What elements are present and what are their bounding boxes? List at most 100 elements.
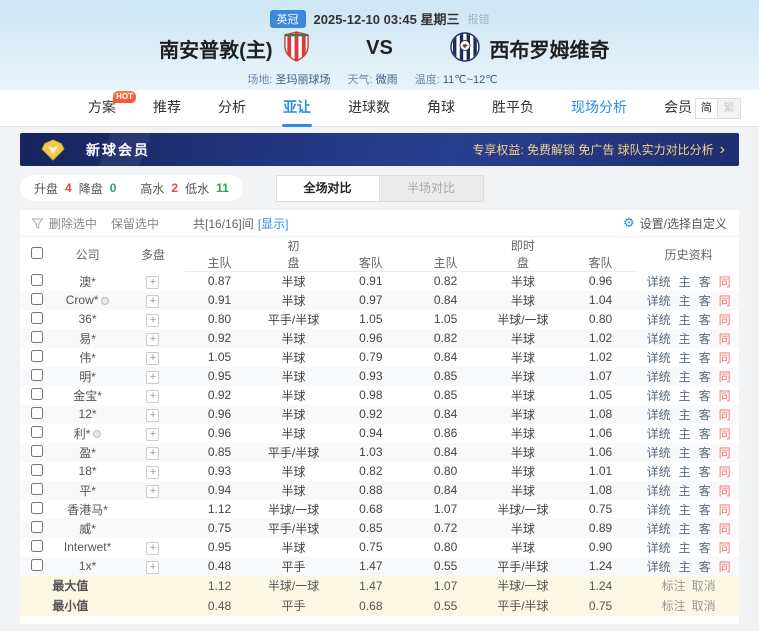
history-link[interactable]: 同 xyxy=(718,350,731,365)
history-link[interactable]: 主 xyxy=(678,502,691,517)
history-link[interactable]: 客 xyxy=(698,502,711,517)
row-checkbox[interactable] xyxy=(31,311,44,324)
history-link[interactable]: 同 xyxy=(718,331,731,346)
company-name[interactable]: 伟* xyxy=(79,350,96,365)
history-link[interactable]: 客 xyxy=(698,426,711,441)
company-name[interactable]: 利* xyxy=(73,426,91,441)
history-link[interactable]: 详统 xyxy=(646,540,671,555)
history-link[interactable]: 详统 xyxy=(646,407,671,422)
history-link[interactable]: 主 xyxy=(678,540,691,555)
customize-settings-button[interactable]: ⚙ 设置/选择自定义 xyxy=(623,215,727,232)
row-checkbox[interactable] xyxy=(31,330,44,343)
history-link[interactable]: 同 xyxy=(718,407,731,422)
history-link[interactable]: 同 xyxy=(718,464,731,479)
company-name[interactable]: 澳* xyxy=(79,274,96,289)
nav-item-analysis[interactable]: 分析 xyxy=(218,98,246,115)
company-name[interactable]: 威* xyxy=(79,521,96,536)
history-link[interactable]: 详统 xyxy=(646,502,671,517)
company-name[interactable]: 12* xyxy=(78,407,97,421)
expand-multi-odds-button[interactable]: + xyxy=(146,446,160,460)
history-link[interactable]: 同 xyxy=(718,426,731,441)
history-link[interactable]: 同 xyxy=(718,483,731,498)
history-link[interactable]: 详统 xyxy=(646,426,671,441)
company-name[interactable]: 36* xyxy=(78,312,97,326)
history-link[interactable]: 标注 xyxy=(661,599,686,613)
expand-multi-odds-button[interactable]: + xyxy=(146,560,160,574)
history-link[interactable]: 同 xyxy=(718,274,731,289)
company-name[interactable]: Interwet* xyxy=(63,540,112,554)
expand-multi-odds-button[interactable]: + xyxy=(146,484,160,498)
history-link[interactable]: 详统 xyxy=(646,312,671,327)
show-link[interactable]: [显示] xyxy=(257,216,289,231)
history-link[interactable]: 客 xyxy=(698,312,711,327)
nav-item-live-analysis[interactable]: 现场分析 xyxy=(571,98,627,115)
lang-traditional-button[interactable]: 繁 xyxy=(718,98,741,119)
history-link[interactable]: 主 xyxy=(678,464,691,479)
company-name[interactable]: 1x* xyxy=(78,559,97,573)
nav-item-membership[interactable]: 会员 xyxy=(664,98,692,115)
company-name[interactable]: 香港马* xyxy=(67,502,108,517)
chevron-right-icon[interactable]: › xyxy=(719,140,725,158)
delete-selected-button[interactable]: 删除选中 xyxy=(49,216,98,231)
history-link[interactable]: 主 xyxy=(678,350,691,365)
row-checkbox[interactable] xyxy=(31,387,44,400)
history-link[interactable]: 客 xyxy=(698,388,711,403)
expand-multi-odds-button[interactable]: + xyxy=(146,541,160,555)
select-all-checkbox[interactable] xyxy=(31,246,44,259)
expand-multi-odds-button[interactable]: + xyxy=(146,465,160,479)
row-checkbox[interactable] xyxy=(31,444,44,457)
row-checkbox[interactable] xyxy=(31,482,44,495)
history-link[interactable]: 同 xyxy=(718,388,731,403)
row-checkbox[interactable] xyxy=(31,273,44,286)
row-checkbox[interactable] xyxy=(31,406,44,419)
row-checkbox[interactable] xyxy=(31,425,44,438)
history-link[interactable]: 同 xyxy=(718,559,731,574)
row-checkbox[interactable] xyxy=(31,520,44,533)
history-link[interactable]: 详统 xyxy=(646,274,671,289)
history-link[interactable]: 同 xyxy=(718,502,731,517)
history-link[interactable]: 标注 xyxy=(661,579,686,593)
history-link[interactable]: 客 xyxy=(698,293,711,308)
history-link[interactable]: 详统 xyxy=(646,331,671,346)
row-checkbox[interactable] xyxy=(31,292,44,305)
history-link[interactable]: 客 xyxy=(698,559,711,574)
keep-selected-button[interactable]: 保留选中 xyxy=(111,216,160,231)
nav-item-1x2[interactable]: 胜平负 xyxy=(492,98,534,115)
history-link[interactable]: 客 xyxy=(698,445,711,460)
history-link[interactable]: 主 xyxy=(678,483,691,498)
nav-item-goals[interactable]: 进球数 xyxy=(348,98,390,115)
history-link[interactable]: 取消 xyxy=(691,599,716,613)
history-link[interactable]: 客 xyxy=(698,483,711,498)
history-link[interactable]: 主 xyxy=(678,369,691,384)
history-link[interactable]: 客 xyxy=(698,521,711,536)
history-link[interactable]: 主 xyxy=(678,559,691,574)
history-link[interactable]: 主 xyxy=(678,445,691,460)
row-checkbox[interactable] xyxy=(31,368,44,381)
history-link[interactable]: 取消 xyxy=(691,579,716,593)
row-checkbox[interactable] xyxy=(31,463,44,476)
row-checkbox[interactable] xyxy=(31,349,44,362)
history-link[interactable]: 详统 xyxy=(646,350,671,365)
expand-multi-odds-button[interactable]: + xyxy=(146,313,160,327)
company-name[interactable]: Crow* xyxy=(65,293,99,307)
expand-multi-odds-button[interactable]: + xyxy=(146,427,160,441)
history-link[interactable]: 同 xyxy=(718,445,731,460)
history-link[interactable]: 主 xyxy=(678,407,691,422)
history-link[interactable]: 主 xyxy=(678,388,691,403)
tab-full-match[interactable]: 全场对比 xyxy=(275,174,380,202)
history-link[interactable]: 客 xyxy=(698,464,711,479)
nav-item-asian-handicap[interactable]: 亚让 xyxy=(283,90,311,127)
history-link[interactable]: 详统 xyxy=(646,293,671,308)
history-link[interactable]: 详统 xyxy=(646,388,671,403)
company-name[interactable]: 盈* xyxy=(79,445,96,460)
history-link[interactable]: 客 xyxy=(698,331,711,346)
history-link[interactable]: 客 xyxy=(698,274,711,289)
nav-item-recommend[interactable]: 推荐 xyxy=(153,98,181,115)
history-link[interactable]: 主 xyxy=(678,521,691,536)
league-badge[interactable]: 英冠 xyxy=(269,9,306,28)
history-link[interactable]: 主 xyxy=(678,274,691,289)
history-link[interactable]: 主 xyxy=(678,293,691,308)
history-link[interactable]: 客 xyxy=(698,369,711,384)
company-name[interactable]: 明* xyxy=(79,369,96,384)
history-link[interactable]: 详统 xyxy=(646,521,671,536)
